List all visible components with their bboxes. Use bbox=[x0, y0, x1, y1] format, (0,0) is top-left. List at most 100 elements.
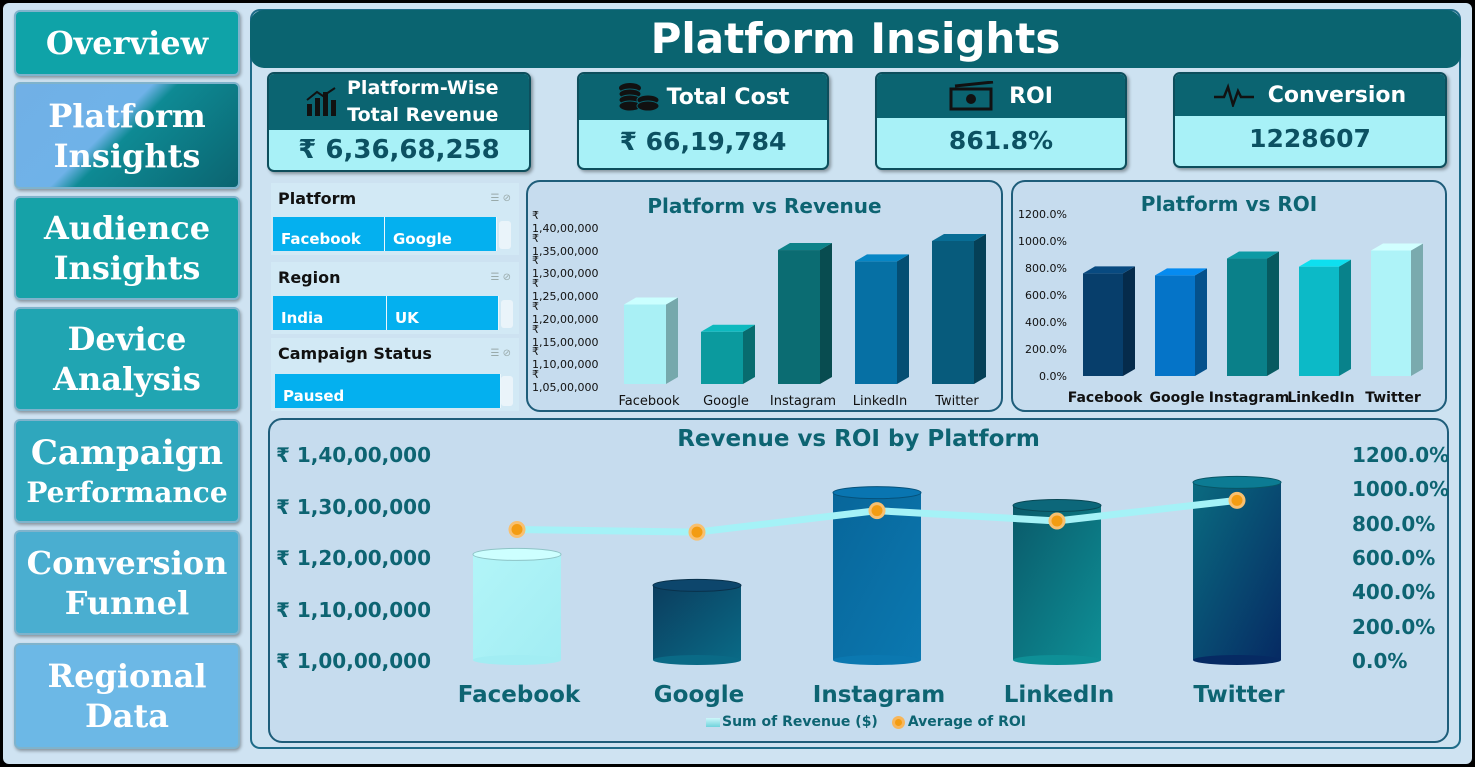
roi-marker bbox=[688, 523, 706, 541]
y-right-tick-label: 1000.0% bbox=[1352, 477, 1450, 502]
y-tick-label: 1000.0% bbox=[1018, 235, 1067, 248]
revenue-bar bbox=[701, 324, 755, 384]
slicer-item[interactable]: India bbox=[273, 296, 387, 330]
revenue-bar bbox=[778, 243, 832, 384]
revenue-bar-chart bbox=[624, 233, 986, 384]
x-tick-label: Twitter bbox=[1193, 682, 1285, 708]
nav-platform-insights[interactable]: Platform Insights bbox=[14, 82, 240, 189]
x-tick-label: Twitter bbox=[1365, 390, 1421, 406]
kpi-revenue-label2: Total Revenue bbox=[347, 104, 499, 126]
revenue-cylinder bbox=[832, 486, 922, 665]
slicer-platform: Platform ☰ ⊘ Facebook Google bbox=[271, 183, 519, 255]
y-tick-label: ₹ 1,20,00,000 bbox=[532, 299, 599, 326]
chart-title: Platform vs ROI bbox=[1140, 192, 1318, 216]
slicer-platform-title: Platform bbox=[278, 189, 357, 208]
roi-marker bbox=[508, 521, 526, 539]
roi-marker bbox=[1048, 512, 1066, 530]
x-tick-label: Facebook bbox=[457, 682, 581, 708]
x-tick-label: Instagram bbox=[1208, 390, 1290, 406]
revenue-bar bbox=[932, 233, 986, 384]
bar-chart-icon bbox=[306, 87, 336, 116]
roi-bar bbox=[1371, 243, 1423, 376]
slicer-region-title: Region bbox=[278, 268, 341, 287]
slicer-item[interactable]: UK bbox=[387, 296, 499, 330]
kpi-roi: ROI 861.8% bbox=[875, 72, 1127, 170]
slicer-clear-icon[interactable]: ☰ ⊘ bbox=[490, 272, 511, 283]
roi-marker bbox=[868, 502, 886, 520]
roi-bar bbox=[1299, 259, 1351, 376]
y-tick-label: 0.0% bbox=[1039, 370, 1067, 383]
y-tick-label: 800.0% bbox=[1025, 262, 1067, 275]
cash-icon bbox=[949, 81, 994, 111]
slicer-scrollbar[interactable] bbox=[499, 221, 511, 249]
legend-revenue-label: Sum of Revenue ($) bbox=[722, 714, 878, 730]
nav-campaign-performance[interactable]: Campaign Performance bbox=[14, 419, 240, 523]
y-right-tick-label: 200.0% bbox=[1352, 614, 1436, 639]
slicer-item[interactable]: Paused bbox=[275, 374, 501, 408]
slicer-region: Region ☰ ⊘ India UK bbox=[271, 262, 519, 334]
kpi-revenue-label: Platform-Wise bbox=[347, 77, 499, 99]
y-right-tick-label: 800.0% bbox=[1352, 511, 1436, 536]
y-left-tick-label: ₹ 1,30,00,000 bbox=[276, 494, 431, 519]
slicer-scrollbar[interactable] bbox=[501, 376, 513, 406]
nav-conversion-funnel[interactable]: Conversion Funnel bbox=[14, 530, 240, 635]
kpi-conversion: Conversion 1228607 bbox=[1173, 72, 1447, 168]
kpi-cost-value: ₹ 66,19,784 bbox=[619, 127, 787, 156]
roi-marker bbox=[1228, 491, 1246, 509]
kpi-revenue-value: ₹ 6,36,68,258 bbox=[298, 135, 500, 165]
x-tick-label: Facebook bbox=[1067, 390, 1143, 406]
x-tick-label: Facebook bbox=[618, 394, 680, 409]
y-tick-label: 600.0% bbox=[1025, 289, 1067, 302]
x-tick-label: Instagram bbox=[812, 682, 946, 708]
roi-bar bbox=[1227, 251, 1279, 376]
y-left-tick-label: ₹ 1,20,00,000 bbox=[276, 546, 431, 570]
page-title: Platform Insights bbox=[250, 10, 1461, 68]
slicer-item[interactable]: Google bbox=[385, 217, 497, 251]
kpi-conversion-label: Conversion bbox=[1267, 82, 1407, 108]
slicer-campaign-status: Campaign Status ☰ ⊘ Paused bbox=[271, 338, 519, 411]
nav-device-analysis[interactable]: Device Analysis bbox=[14, 307, 240, 411]
slicer-campaign-status-title: Campaign Status bbox=[278, 344, 432, 363]
chart-platform-vs-roi: Platform vs ROI 1200.0% 1000.0% 800.0% 600.… bbox=[1011, 180, 1447, 412]
kpi-total-cost: Total Cost ₹ 66,19,784 bbox=[577, 72, 829, 170]
slicer-scrollbar[interactable] bbox=[501, 300, 513, 328]
y-left-tick-label: ₹ 1,10,00,000 bbox=[276, 597, 431, 622]
y-tick-label: ₹ 1,35,00,000 bbox=[532, 231, 599, 258]
roi-bar bbox=[1155, 268, 1207, 376]
slicer-clear-icon[interactable]: ☰ ⊘ bbox=[490, 348, 511, 359]
kpi-roi-label: ROI bbox=[1009, 83, 1053, 109]
kpi-cost-label: Total Cost bbox=[666, 84, 790, 110]
y-left-tick-label: ₹ 1,40,00,000 bbox=[276, 443, 431, 467]
revenue-bar bbox=[624, 297, 678, 384]
combo-chart bbox=[472, 475, 1282, 665]
x-tick-label: LinkedIn bbox=[1003, 682, 1115, 708]
nav-audience-insights[interactable]: Audience Insights bbox=[14, 196, 240, 300]
kpi-roi-value: 861.8% bbox=[948, 126, 1054, 155]
x-tick-label: Google bbox=[1149, 390, 1205, 406]
y-right-tick-label: 600.0% bbox=[1352, 546, 1436, 570]
slicer-clear-icon[interactable]: ☰ ⊘ bbox=[490, 193, 511, 204]
slicer-item[interactable]: Facebook bbox=[273, 217, 385, 251]
y-right-tick-label: 400.0% bbox=[1352, 580, 1436, 605]
y-tick-label: 400.0% bbox=[1025, 316, 1067, 329]
y-left-tick-label: ₹ 1,00,00,000 bbox=[276, 649, 431, 673]
roi-bar bbox=[1083, 266, 1135, 376]
legend-roi-marker bbox=[891, 715, 905, 729]
x-tick-label: Instagram bbox=[769, 394, 837, 409]
y-tick-label: ₹ 1,10,00,000 bbox=[532, 345, 599, 372]
x-tick-label: Google bbox=[653, 682, 745, 708]
chart-platform-vs-revenue: Platform vs Revenue ₹ 1,40,00,000 ₹ 1,35,… bbox=[526, 180, 1003, 412]
nav-overview[interactable]: Overview bbox=[14, 10, 240, 76]
x-tick-label: LinkedIn bbox=[1287, 390, 1355, 406]
revenue-cylinder bbox=[472, 547, 562, 665]
nav-regional-data[interactable]: Regional Data bbox=[14, 643, 240, 749]
x-tick-label: Twitter bbox=[935, 394, 979, 409]
y-tick-label: ₹ 1,15,00,000 bbox=[532, 322, 599, 349]
y-tick-label: 1200.0% bbox=[1018, 208, 1067, 221]
y-right-tick-label: 0.0% bbox=[1352, 649, 1408, 673]
revenue-cylinder bbox=[652, 578, 742, 665]
legend-roi-label: Average of ROI bbox=[907, 714, 1027, 730]
legend-revenue-swatch bbox=[706, 717, 720, 727]
kpi-total-revenue: Platform-Wise Total Revenue ₹ 6,36,68,25… bbox=[267, 72, 531, 172]
y-right-tick-label: 1200.0% bbox=[1352, 443, 1450, 467]
